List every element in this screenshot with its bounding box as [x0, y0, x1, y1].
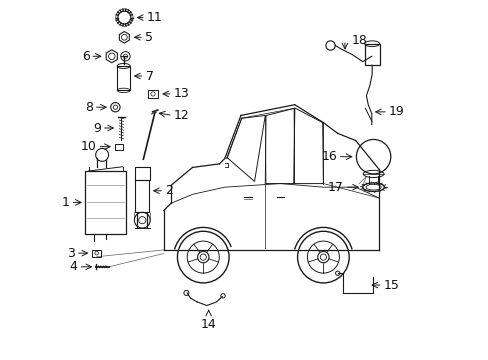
- Bar: [364, 44, 379, 65]
- Bar: [85, 171, 126, 234]
- Bar: [92, 249, 101, 257]
- Bar: [115, 144, 123, 149]
- Text: 13: 13: [174, 87, 189, 100]
- Text: 6: 6: [81, 50, 89, 63]
- Text: 15: 15: [383, 279, 399, 292]
- Text: 12: 12: [174, 109, 189, 122]
- Text: 1: 1: [62, 196, 70, 209]
- Text: 18: 18: [351, 33, 367, 47]
- Text: 3: 3: [67, 247, 75, 260]
- Text: 8: 8: [85, 101, 93, 114]
- Text: 9: 9: [93, 122, 101, 135]
- Text: 11: 11: [147, 11, 163, 24]
- Bar: [147, 90, 158, 98]
- Bar: [117, 66, 130, 90]
- Text: 4: 4: [69, 260, 77, 273]
- Text: 2: 2: [164, 184, 172, 197]
- Text: 14: 14: [201, 318, 216, 331]
- Text: 5: 5: [145, 31, 153, 44]
- Text: 19: 19: [388, 105, 404, 118]
- Text: 16: 16: [321, 150, 336, 163]
- Text: 17: 17: [327, 181, 343, 194]
- Text: 10: 10: [81, 140, 96, 153]
- Text: 7: 7: [145, 69, 153, 82]
- Bar: [135, 180, 149, 212]
